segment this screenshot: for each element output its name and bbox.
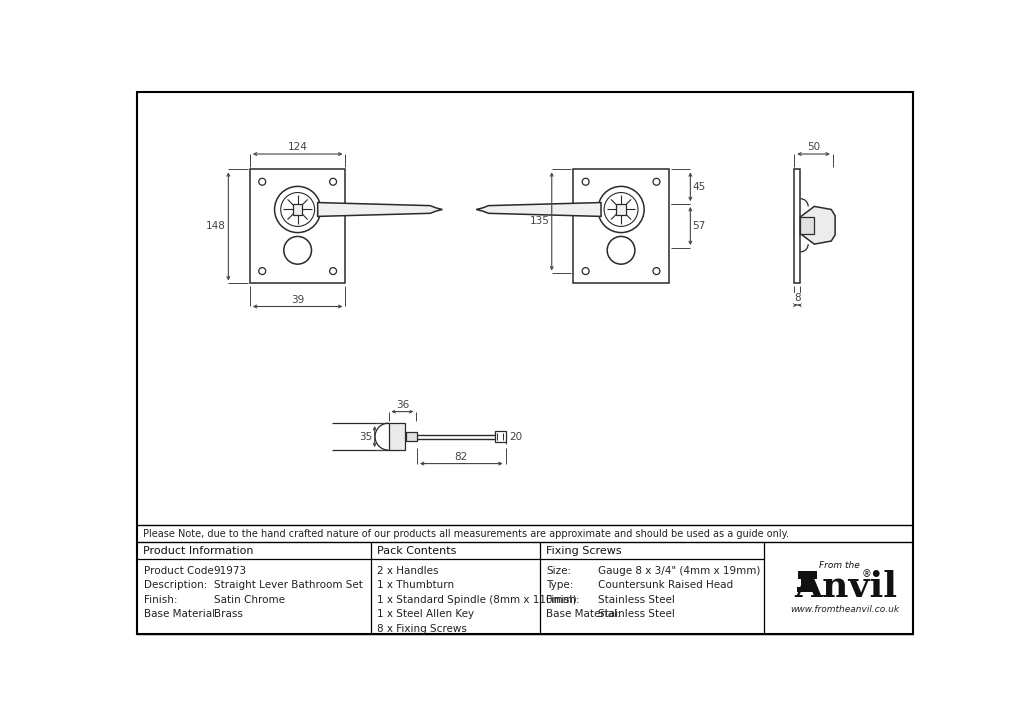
Text: Fixing Screws: Fixing Screws (547, 546, 622, 556)
Text: 148: 148 (206, 221, 226, 232)
Bar (250, 170, 345, 283)
Bar (495, 431, 506, 442)
Text: ®: ® (861, 569, 871, 579)
Bar (801, 217, 814, 234)
Text: From the: From the (819, 561, 860, 569)
Text: 135: 135 (529, 216, 550, 226)
Bar (795, 170, 801, 283)
Text: Anvil: Anvil (795, 569, 897, 604)
Text: Countersunk Raised Head: Countersunk Raised Head (598, 580, 733, 590)
Polygon shape (801, 579, 813, 587)
Text: Finish:: Finish: (547, 595, 580, 605)
Text: 1 x Thumbturn: 1 x Thumbturn (377, 580, 454, 590)
Text: Stainless Steel: Stainless Steel (598, 610, 675, 620)
Bar (293, 204, 302, 215)
Text: 39: 39 (291, 295, 304, 305)
Text: 1 x Steel Allen Key: 1 x Steel Allen Key (377, 610, 474, 620)
Text: Size:: Size: (547, 566, 571, 576)
Text: Please Note, due to the hand crafted nature of our products all measurements are: Please Note, due to the hand crafted nat… (143, 528, 788, 539)
Text: Base Material:: Base Material: (144, 610, 219, 620)
Text: 91973: 91973 (214, 566, 247, 576)
Text: 57: 57 (692, 221, 706, 231)
Text: Product Information: Product Information (143, 546, 253, 556)
Text: 82: 82 (455, 452, 468, 462)
Bar (797, 587, 818, 592)
Bar (573, 170, 669, 283)
Text: 50: 50 (807, 142, 820, 152)
Text: 20: 20 (509, 431, 522, 441)
Text: Finish:: Finish: (144, 595, 178, 605)
Bar (798, 572, 816, 579)
Text: 124: 124 (288, 142, 307, 152)
Text: Brass: Brass (214, 610, 243, 620)
Text: Pack Contents: Pack Contents (377, 546, 457, 556)
Text: Base Material:: Base Material: (547, 610, 622, 620)
Polygon shape (476, 203, 601, 216)
Bar (388, 423, 406, 450)
Text: Satin Chrome: Satin Chrome (214, 595, 285, 605)
Text: Gauge 8 x 3/4" (4mm x 19mm): Gauge 8 x 3/4" (4mm x 19mm) (598, 566, 761, 576)
Text: 8 x Fixing Screws: 8 x Fixing Screws (377, 624, 467, 634)
Text: Product Code:: Product Code: (144, 566, 218, 576)
Text: Type:: Type: (547, 580, 573, 590)
Text: 36: 36 (395, 400, 409, 410)
Text: 45: 45 (692, 182, 706, 192)
Text: Straight Lever Bathroom Set: Straight Lever Bathroom Set (214, 580, 362, 590)
Bar (616, 204, 626, 215)
Text: www.fromtheanvil.co.uk: www.fromtheanvil.co.uk (790, 605, 899, 614)
Polygon shape (801, 206, 836, 244)
Bar (407, 432, 417, 441)
Polygon shape (317, 203, 442, 216)
Text: Description:: Description: (144, 580, 208, 590)
Text: 1 x Standard Spindle (8mm x 110mm): 1 x Standard Spindle (8mm x 110mm) (377, 595, 577, 605)
Text: 2 x Handles: 2 x Handles (377, 566, 438, 576)
Text: Stainless Steel: Stainless Steel (598, 595, 675, 605)
Text: 35: 35 (359, 431, 373, 441)
Text: 8: 8 (794, 293, 801, 303)
